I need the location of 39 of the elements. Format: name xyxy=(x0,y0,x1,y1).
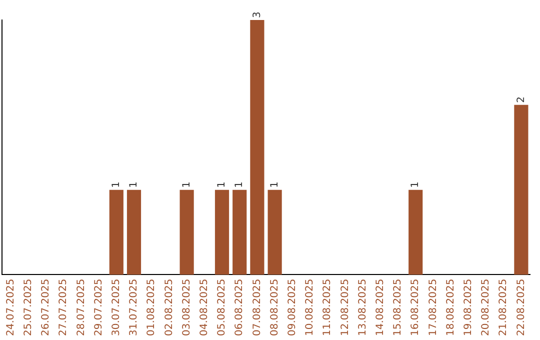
x-tick-label: 24.07.2025 xyxy=(5,278,16,336)
x-tick-label: 30.07.2025 xyxy=(110,278,122,336)
data-label: 2 xyxy=(516,96,527,103)
x-tick-label: 03.08.2025 xyxy=(181,278,192,336)
x-tick-label: 29.07.2025 xyxy=(93,278,104,336)
x-tick-label: 10.08.2025 xyxy=(304,278,316,336)
x-tick-label: 15.08.2025 xyxy=(392,278,404,336)
x-tick-label: 17.08.2025 xyxy=(428,278,439,336)
data-label: 1 xyxy=(410,181,422,188)
x-tick-label: 20.08.2025 xyxy=(480,278,492,336)
x-tick-label: 12.08.2025 xyxy=(340,278,351,336)
x-tick-label: 14.08.2025 xyxy=(374,278,386,336)
x-tick-label: 22.08.2025 xyxy=(516,278,527,336)
x-tick-label: 25.07.2025 xyxy=(22,278,34,336)
x-tick-label: 01.08.2025 xyxy=(146,278,158,336)
x-tick-label: 26.07.2025 xyxy=(40,278,52,336)
data-label: 1 xyxy=(269,181,280,188)
x-tick-label: 02.08.2025 xyxy=(164,278,175,336)
x-tick-label: 08.08.2025 xyxy=(269,278,280,336)
data-label: 1 xyxy=(234,181,246,188)
x-tick-label: 06.08.2025 xyxy=(234,278,246,336)
data-label: 1 xyxy=(181,181,192,188)
x-tick-label: 28.07.2025 xyxy=(76,278,87,336)
x-tick-label: 16.08.2025 xyxy=(410,278,422,336)
x-tick-label: 09.08.2025 xyxy=(286,278,298,336)
x-tick-label: 07.08.2025 xyxy=(252,278,263,336)
data-label: 3 xyxy=(252,12,263,18)
x-tick-label: 27.07.2025 xyxy=(58,278,70,336)
x-tick-label: 05.08.2025 xyxy=(216,278,228,336)
x-tick-label: 31.07.2025 xyxy=(128,278,140,336)
x-tick-label: 18.08.2025 xyxy=(445,278,456,336)
data-label: 1 xyxy=(128,181,140,188)
x-tick-label: 04.08.2025 xyxy=(198,278,210,336)
data-label: 1 xyxy=(110,181,122,188)
x-tick-label: 11.08.2025 xyxy=(322,278,334,336)
x-tick-label: 19.08.2025 xyxy=(462,278,474,336)
x-tick-label: 21.08.2025 xyxy=(498,278,510,336)
x-tick-label: 13.08.2025 xyxy=(357,278,368,336)
data-label: 1 xyxy=(216,181,228,188)
